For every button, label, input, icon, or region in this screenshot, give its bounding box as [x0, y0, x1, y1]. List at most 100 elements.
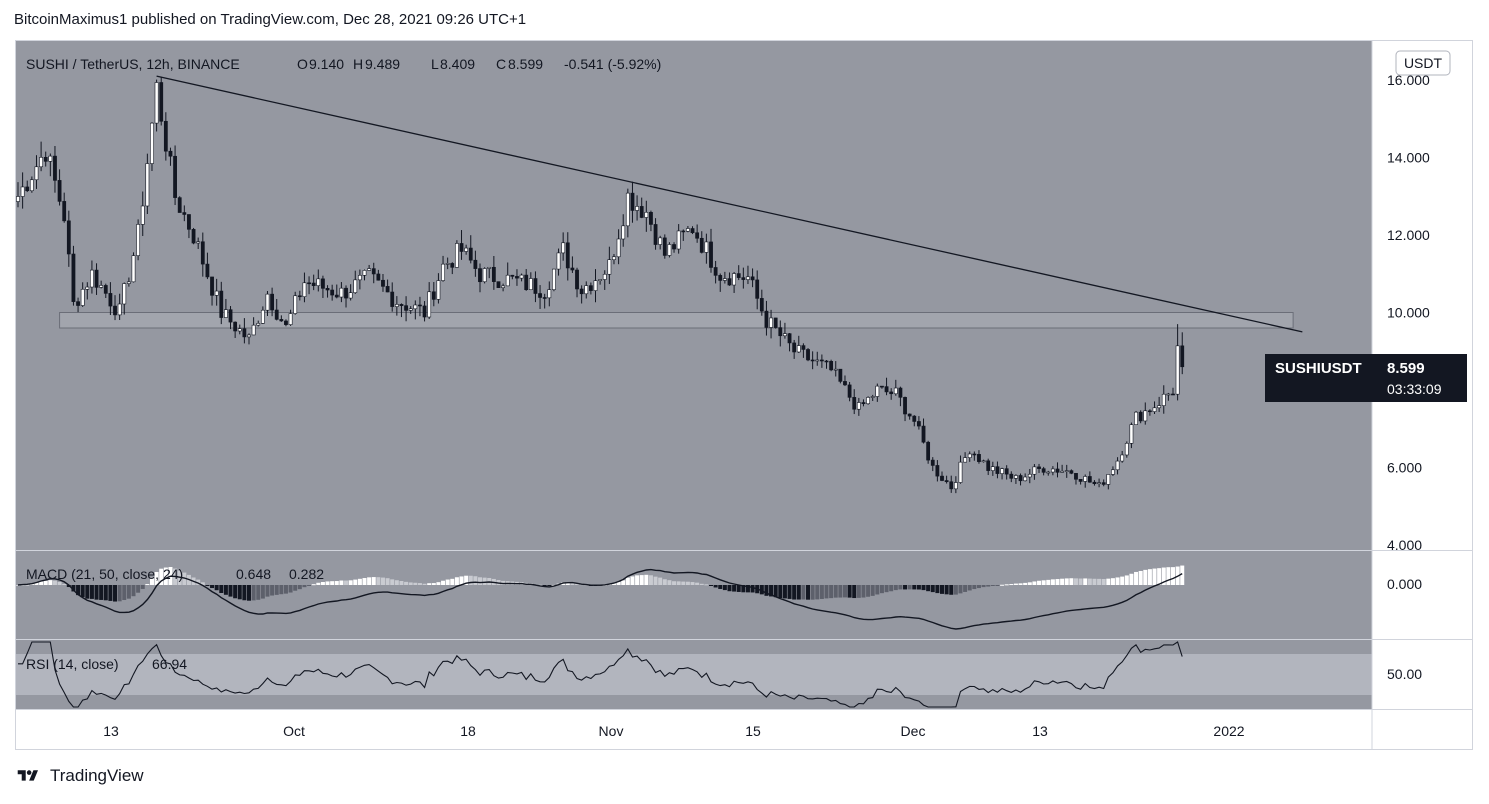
candle-body	[505, 274, 510, 287]
macd-bar	[796, 585, 801, 600]
candle-body	[630, 192, 635, 211]
candle-body	[381, 279, 385, 287]
candle-body	[1050, 468, 1055, 473]
macd-bar	[635, 575, 640, 585]
candle-body	[1078, 478, 1083, 482]
candle-body	[718, 275, 723, 281]
candle-body	[307, 282, 311, 285]
macd-bar	[1157, 568, 1162, 585]
macd-bar	[1083, 578, 1088, 585]
macd-bar	[1147, 569, 1152, 585]
rsi-line	[18, 641, 1183, 708]
candle-body	[1106, 474, 1111, 485]
macd-bar	[265, 585, 270, 597]
macd-bar	[810, 585, 815, 600]
macd-bar	[200, 582, 205, 585]
candle-body	[1143, 410, 1148, 422]
candle-body	[205, 263, 210, 278]
macd-bar	[353, 579, 358, 585]
candle-body	[709, 241, 713, 268]
candle-body	[713, 267, 718, 276]
macd-bar	[685, 581, 690, 585]
candle-body	[912, 415, 917, 422]
candle-body	[1041, 468, 1046, 473]
candle-body	[482, 268, 487, 283]
candle-body	[39, 157, 44, 168]
candle-body	[579, 288, 584, 295]
macd-bar	[330, 581, 335, 585]
macd-bar	[376, 577, 381, 585]
macd-bar	[196, 579, 201, 585]
candle-body	[759, 298, 764, 312]
currency-badge[interactable]: USDT	[1395, 50, 1451, 76]
macd-bar	[251, 585, 256, 601]
macd-bar	[981, 585, 986, 588]
chart-canvas[interactable]: SUSHI / TetherUS, 12h, BINANCE O 9.140 H…	[15, 40, 1473, 750]
candle-body	[464, 247, 469, 252]
macd-bar	[302, 585, 307, 588]
macd-bar	[1041, 580, 1046, 585]
candle-body	[565, 242, 570, 269]
candle-body	[436, 280, 441, 300]
candle-body	[635, 206, 639, 211]
candle-body	[1157, 405, 1162, 409]
candle-body	[870, 396, 875, 398]
price-tick: 10.000	[1387, 305, 1430, 321]
candle-body	[288, 313, 293, 325]
macd-bar	[339, 580, 344, 585]
candle-body	[935, 465, 940, 477]
macd-pane[interactable]	[16, 551, 1372, 639]
candle-body	[681, 230, 686, 233]
macd-bar	[912, 585, 917, 590]
macd-bar	[1120, 576, 1125, 585]
macd-bar	[875, 585, 880, 595]
macd-bar	[672, 581, 677, 585]
candle-body	[1171, 393, 1175, 396]
macd-bar	[644, 574, 649, 585]
macd-bar	[824, 585, 829, 599]
candle-body	[575, 269, 579, 290]
candle-body	[746, 276, 750, 280]
candle-body	[829, 361, 834, 371]
candle-body	[764, 310, 769, 328]
macd-bar	[242, 585, 247, 601]
macd-bar	[547, 585, 552, 586]
candle-body	[353, 279, 358, 293]
macd-bar	[334, 581, 339, 585]
candle-body	[838, 368, 843, 382]
rsi-value: 66.94	[152, 656, 187, 672]
macd-bar	[126, 585, 131, 599]
candle-body	[1009, 473, 1014, 479]
currency-badge-label: USDT	[1404, 55, 1443, 71]
candle-body	[1069, 470, 1074, 474]
price-tick: 14.000	[1387, 150, 1430, 166]
price-pane[interactable]	[16, 41, 1372, 550]
macd-bar	[990, 585, 995, 586]
candle-body	[136, 224, 141, 256]
candle-body	[302, 282, 307, 297]
candle-body	[963, 457, 968, 463]
macd-bar	[667, 580, 672, 585]
candle-body	[196, 241, 201, 244]
candle-body	[62, 201, 67, 222]
candle-body	[260, 309, 265, 324]
macd-bar	[1013, 583, 1018, 585]
candle-body	[1134, 411, 1138, 425]
macd-bar	[344, 580, 349, 585]
candle-body	[889, 391, 894, 395]
macd-bar	[995, 585, 1000, 586]
macd-bar	[1023, 582, 1028, 585]
macd-bar	[759, 585, 764, 595]
descending-trendline[interactable]	[156, 75, 1303, 333]
candle-body	[940, 475, 944, 481]
candle-body	[1018, 475, 1023, 482]
macd-bar	[879, 585, 884, 594]
candle-body	[191, 229, 196, 244]
macd-bar	[441, 580, 446, 585]
macd-bar	[695, 582, 700, 585]
candle-body	[348, 292, 353, 299]
time-axis[interactable]: 13 Oct 18 Nov 15 Dec 13 2022	[103, 723, 1245, 739]
macd-bar	[1004, 584, 1009, 586]
macd-bar	[450, 578, 455, 585]
candle-body	[510, 274, 515, 277]
